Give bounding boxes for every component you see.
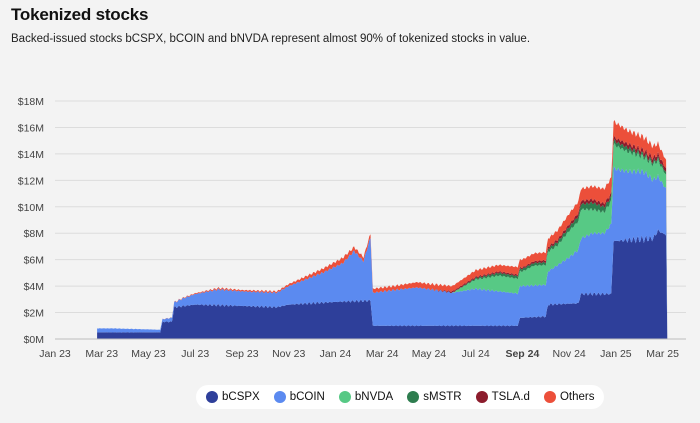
x-tick-label: Jul 23	[181, 348, 209, 360]
legend-item-others[interactable]: Others	[543, 391, 595, 403]
area-series-bcspx[interactable]	[97, 229, 668, 339]
legend-item-bcoin[interactable]: bCOIN	[273, 391, 325, 403]
x-tick-label: Mar 24	[366, 348, 399, 360]
chart-subtitle: Backed-issued stocks bCSPX, bCOIN and bN…	[11, 33, 531, 45]
legend-label: sMSTR	[423, 391, 462, 403]
legend-item-bcspx[interactable]: bCSPX	[206, 391, 260, 403]
y-tick-label: $14M	[18, 149, 44, 161]
legend-label: Others	[559, 391, 595, 403]
legend-label: bCOIN	[289, 391, 325, 403]
legend-dot-icon	[273, 391, 286, 403]
x-tick-label: May 24	[412, 348, 447, 360]
legend-item-bnvda[interactable]: bNVDA	[338, 391, 394, 403]
y-tick-label: $2M	[24, 308, 44, 320]
x-tick-label: Mar 25	[646, 348, 679, 360]
legend-label: bNVDA	[354, 391, 394, 403]
legend-dot-icon	[475, 391, 488, 403]
x-tick-label: Nov 24	[553, 348, 586, 360]
y-tick-label: $6M	[24, 255, 44, 267]
x-tick-label: Jan 23	[39, 348, 71, 360]
x-tick-label: Jul 24	[462, 348, 490, 360]
legend-item-smstr[interactable]: sMSTR	[407, 391, 462, 403]
legend-label: TSLA.d	[491, 391, 530, 403]
y-tick-label: $4M	[24, 281, 44, 293]
y-tick-label: $10M	[18, 202, 44, 214]
legend-label: bCSPX	[222, 391, 260, 403]
x-tick-label: Nov 23	[272, 348, 305, 360]
y-tick-label: $12M	[18, 175, 44, 187]
y-tick-label: $16M	[18, 122, 44, 134]
legend-dot-icon	[407, 391, 420, 403]
x-tick-label: Jan 24	[320, 348, 352, 360]
x-tick-label: May 23	[131, 348, 166, 360]
chart-title: Tokenized stocks	[11, 5, 149, 24]
legend-dot-icon	[206, 391, 218, 403]
x-tick-label: Jan 25	[600, 348, 632, 360]
legend-dot-icon	[338, 391, 351, 403]
y-tick-label: $8M	[24, 228, 44, 240]
area-series-bcoin[interactable]	[97, 166, 668, 340]
x-tick-label: Sep 24	[505, 348, 539, 360]
legend-item-tsla-d[interactable]: TSLA.d	[475, 391, 530, 403]
chart-legend: bCSPX bCOIN bNVDA sMSTR TSLA.d Others	[196, 385, 605, 409]
y-tick-label: $18M	[18, 96, 44, 108]
x-tick-label: Mar 23	[85, 348, 118, 360]
legend-dot-icon	[543, 391, 556, 403]
y-tick-label: $0M	[24, 334, 44, 346]
x-tick-label: Sep 23	[225, 348, 258, 360]
